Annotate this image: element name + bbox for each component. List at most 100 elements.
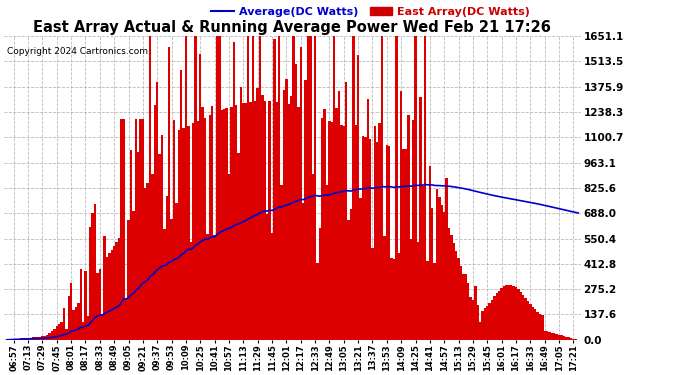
Bar — [106, 257, 108, 340]
Bar — [137, 153, 139, 340]
Bar — [560, 335, 562, 340]
Bar — [77, 303, 79, 340]
Bar — [239, 87, 242, 340]
Bar — [204, 118, 206, 340]
Bar — [462, 274, 464, 340]
Bar — [541, 315, 544, 340]
Bar — [259, 36, 262, 340]
Bar — [266, 214, 268, 340]
Bar — [146, 183, 149, 340]
Bar — [553, 333, 555, 340]
Legend: Average(DC Watts), East Array(DC Watts): Average(DC Watts), East Array(DC Watts) — [207, 2, 535, 21]
Bar — [369, 139, 371, 340]
Bar — [443, 212, 446, 340]
Bar — [347, 220, 350, 340]
Bar — [405, 150, 407, 340]
Bar — [453, 243, 455, 340]
Bar — [388, 146, 391, 340]
Bar — [108, 254, 110, 340]
Bar — [493, 297, 495, 340]
Bar — [340, 124, 343, 340]
Bar — [381, 36, 383, 340]
Bar — [29, 338, 32, 340]
Bar — [161, 135, 164, 340]
Bar — [195, 36, 197, 340]
Bar — [295, 64, 297, 340]
Bar — [536, 312, 539, 340]
Bar — [192, 123, 195, 340]
Bar — [118, 238, 120, 340]
Bar — [275, 102, 278, 340]
Bar — [324, 109, 326, 340]
Bar — [46, 336, 48, 340]
Bar — [65, 329, 68, 340]
Bar — [565, 337, 567, 340]
Bar — [130, 150, 132, 340]
Bar — [395, 36, 397, 340]
Bar — [526, 301, 529, 340]
Bar — [211, 106, 213, 340]
Bar — [87, 316, 89, 340]
Bar — [314, 36, 316, 340]
Bar — [464, 274, 467, 340]
Bar — [230, 106, 233, 340]
Bar — [343, 126, 345, 340]
Bar — [524, 298, 526, 340]
Bar — [10, 339, 12, 340]
Bar — [333, 36, 335, 340]
Bar — [213, 236, 216, 340]
Bar — [197, 121, 199, 340]
Bar — [293, 36, 295, 340]
Bar — [546, 332, 549, 340]
Bar — [455, 251, 457, 340]
Bar — [498, 291, 500, 340]
Bar — [216, 36, 218, 340]
Bar — [438, 197, 441, 340]
Bar — [451, 236, 453, 340]
Bar — [37, 337, 39, 340]
Bar — [156, 82, 159, 340]
Bar — [172, 120, 175, 340]
Bar — [366, 99, 369, 340]
Bar — [426, 261, 428, 340]
Bar — [249, 102, 252, 340]
Bar — [151, 174, 154, 340]
Bar — [228, 174, 230, 340]
Bar — [433, 263, 436, 340]
Bar — [371, 248, 374, 340]
Bar — [12, 339, 15, 340]
Bar — [104, 236, 106, 340]
Bar — [25, 338, 27, 340]
Bar — [304, 80, 307, 340]
Bar — [357, 55, 359, 340]
Bar — [311, 174, 314, 340]
Bar — [515, 287, 518, 340]
Bar — [208, 116, 211, 340]
Bar — [180, 70, 182, 340]
Bar — [472, 300, 474, 340]
Bar — [190, 243, 192, 340]
Bar — [223, 109, 226, 340]
Bar — [386, 145, 388, 340]
Bar — [397, 253, 400, 340]
Bar — [436, 189, 438, 340]
Bar — [283, 90, 285, 340]
Bar — [168, 47, 170, 340]
Bar — [288, 104, 290, 340]
Bar — [529, 304, 531, 340]
Bar — [113, 246, 115, 340]
Bar — [115, 242, 118, 340]
Bar — [41, 336, 43, 340]
Bar — [22, 338, 25, 340]
Bar — [199, 54, 201, 340]
Bar — [477, 306, 479, 340]
Bar — [316, 263, 319, 340]
Bar — [128, 220, 130, 340]
Bar — [218, 36, 221, 340]
Bar — [244, 103, 247, 340]
Bar — [20, 339, 22, 340]
Bar — [508, 285, 510, 340]
Bar — [355, 126, 357, 340]
Bar — [422, 186, 424, 340]
Bar — [268, 101, 271, 340]
